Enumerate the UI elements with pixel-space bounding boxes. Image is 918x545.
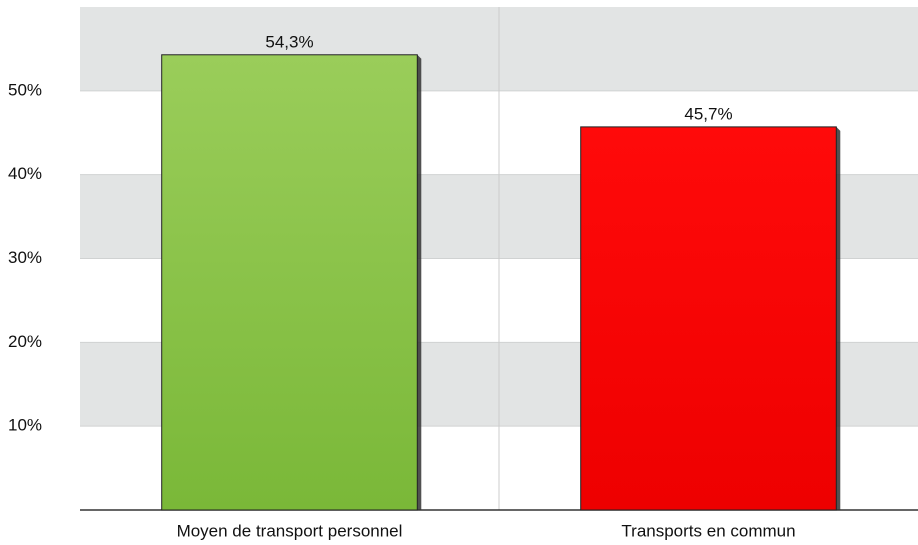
y-tick-label: 40% xyxy=(8,164,42,183)
x-tick-label: Moyen de transport personnel xyxy=(177,521,403,540)
bar-side xyxy=(417,54,422,510)
bar xyxy=(161,54,418,511)
bar xyxy=(580,126,837,511)
x-tick-label: Transports en commun xyxy=(621,521,795,540)
value-label: 45,7% xyxy=(684,104,732,123)
y-tick-label: 30% xyxy=(8,248,42,267)
bar-side xyxy=(836,126,841,511)
y-tick-label: 20% xyxy=(8,332,42,351)
y-tick-label: 10% xyxy=(8,416,42,435)
y-tick-label: 50% xyxy=(8,80,42,99)
value-label: 54,3% xyxy=(265,32,313,51)
